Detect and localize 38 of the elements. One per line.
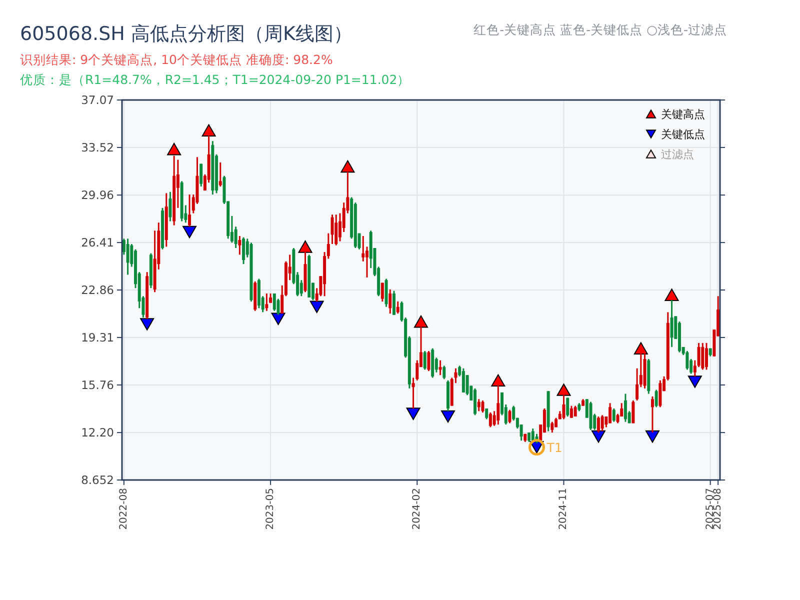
point — [491, 374, 506, 387]
legend-label: 过滤点 — [661, 148, 694, 161]
legend-label: 关键低点 — [661, 128, 705, 141]
legend-label: 关键高点 — [661, 108, 705, 121]
point — [441, 410, 456, 423]
x-tick-label: 2024-11 — [558, 488, 570, 530]
point — [182, 226, 197, 238]
point — [634, 342, 648, 354]
y-tick-label: 37.07 — [81, 93, 114, 107]
point — [556, 384, 571, 396]
point — [591, 430, 606, 443]
point — [310, 300, 324, 314]
point — [167, 142, 182, 156]
point — [202, 124, 216, 137]
point — [271, 312, 286, 326]
subtitle: 识别结果: 9个关键高点, 10个关键低点 准确度: 98.2% — [20, 52, 333, 67]
y-tick-label: 22.86 — [81, 283, 114, 298]
y-tick-label: 8.652 — [81, 473, 114, 487]
point — [140, 318, 154, 330]
x-tick-label: 2024-02 — [412, 488, 423, 530]
point — [645, 430, 660, 443]
point — [340, 160, 355, 173]
point — [414, 315, 428, 328]
y-tick-label: 15.76 — [81, 378, 114, 392]
x-tick-label: 2025-08 — [712, 488, 724, 530]
title: 605068.SH 高低点分析图（周K线图） — [20, 23, 352, 45]
y-tick-label: 12.20 — [81, 426, 114, 440]
y-tick-label: 26.41 — [81, 236, 114, 250]
point — [688, 376, 702, 388]
y-tick-label: 33.52 — [81, 140, 114, 154]
point — [664, 288, 679, 301]
y-tick-label: 29.96 — [81, 188, 114, 202]
point — [406, 408, 420, 420]
point — [298, 240, 312, 253]
annotation: T1 — [546, 440, 562, 455]
y-tick-label: 19.31 — [81, 330, 114, 344]
x-tick-label: 2023-05 — [265, 488, 276, 530]
x-tick-label: 2022-08 — [118, 488, 130, 530]
